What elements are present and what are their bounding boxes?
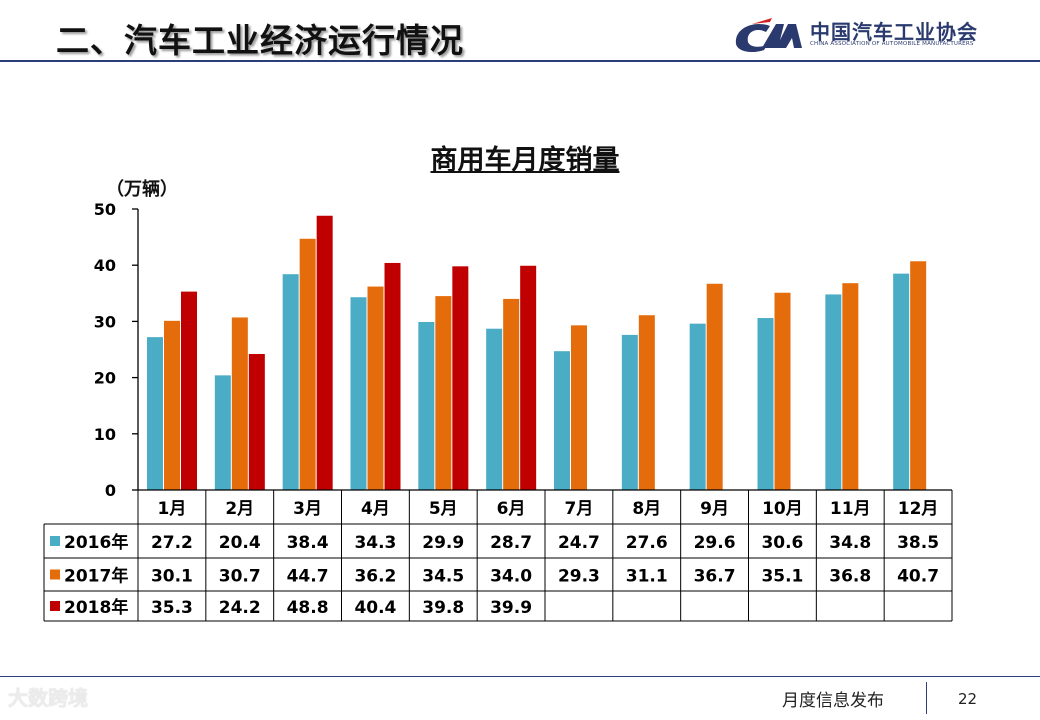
category-label: 6月 [497,499,526,519]
y-axis-unit-label: （万辆） [106,179,178,200]
bar-2016年-6月 [486,328,503,490]
bar-2017年-3月 [299,238,316,490]
cam-logo-icon [735,18,802,52]
footer-label: 月度信息发布 [782,691,884,711]
footer-rule [0,676,1040,677]
bar-2017年-2月 [231,317,248,490]
data-label: 30.6 [761,533,803,553]
legend-key-2016年 [50,536,60,546]
bar-2018年-1月 [181,291,197,490]
category-label: 2月 [225,499,254,519]
y-tick-label: 50 [94,200,116,219]
legend-entry-2018年: 2018年 [64,597,128,618]
page-title: 二、汽车工业经济运行情况 [56,21,464,60]
data-label: 34.0 [490,567,532,587]
bar-2017年-7月 [571,325,587,490]
bar-2017年-10月 [774,292,791,490]
bar-2016年-2月 [214,375,231,490]
category-label: 10月 [762,499,803,519]
data-label: 36.2 [354,567,396,587]
data-label: 40.7 [897,567,939,587]
watermark: 大数跨境 [8,686,88,710]
bar-2017年-6月 [503,298,520,490]
bar-2016年-9月 [689,323,706,490]
category-label: 3月 [293,499,322,519]
category-label: 12月 [898,499,939,519]
bar-2017年-5月 [435,296,452,490]
logo-english-name: CHINA ASSOCIATION OF AUTOMOBILE MANUFACT… [810,41,974,47]
category-label: 8月 [632,499,661,519]
bar-2018年-3月 [316,215,333,490]
bar-2016年-3月 [282,274,299,490]
chart-title: 商用车月度销量 [430,145,620,176]
legend-key-2018年 [50,601,60,611]
data-label: 48.8 [287,598,329,618]
association-logo: 中国汽车工业协会 CHINA ASSOCIATION OF AUTOMOBILE… [732,14,1002,54]
y-tick-label: 40 [94,256,116,275]
data-label: 39.8 [422,598,464,618]
data-label: 27.6 [626,533,668,553]
data-label: 30.7 [219,567,261,587]
category-label: 4月 [361,499,390,519]
y-tick-label: 20 [94,369,116,388]
bar-2016年-4月 [350,297,367,490]
data-label: 24.7 [558,533,600,553]
bar-2016年-7月 [554,351,570,490]
legend-entry-2016年: 2016年 [64,532,128,553]
bar-2018年-4月 [384,262,401,490]
bar-2017年-11月 [842,283,859,490]
category-label: 1月 [157,499,186,519]
data-label: 35.3 [151,598,193,618]
bar-2016年-5月 [418,321,435,490]
data-label: 29.3 [558,567,600,587]
data-label: 29.9 [422,533,464,553]
bar-2017年-1月 [164,320,180,490]
category-label: 5月 [429,499,458,519]
data-label: 44.7 [287,567,329,587]
data-label: 35.1 [761,567,803,587]
data-label: 27.2 [151,533,193,553]
bar-2016年-10月 [757,318,774,490]
bar-2016年-12月 [893,273,910,490]
y-tick-label: 10 [94,425,116,444]
bar-2017年-4月 [367,286,384,490]
data-label: 38.4 [287,533,329,553]
category-label: 11月 [830,499,871,519]
data-label: 40.4 [354,598,396,618]
bar-2016年-11月 [825,294,842,490]
data-label: 36.8 [829,567,871,587]
data-label: 29.6 [694,533,736,553]
footer-divider [926,682,927,714]
data-label: 30.1 [151,567,193,587]
y-tick-label: 30 [94,312,116,331]
data-label: 34.3 [354,533,396,553]
data-label: 20.4 [219,533,261,553]
data-label: 28.7 [490,533,532,553]
legend-entry-2017年: 2017年 [64,566,128,587]
data-label: 39.9 [490,598,532,618]
category-label: 7月 [564,499,593,519]
bar-2017年-8月 [638,315,655,490]
y-tick-label: 0 [105,481,116,500]
header-rule [0,60,1040,62]
data-label: 34.5 [422,567,464,587]
data-label: 31.1 [626,567,668,587]
logo-chinese-name: 中国汽车工业协会 [810,20,978,44]
page-number: 22 [958,690,978,708]
data-label: 38.5 [897,533,939,553]
bar-2017年-12月 [910,261,927,490]
bar-2017年-9月 [706,283,723,490]
bar-2018年-5月 [452,266,469,490]
bar-2016年-8月 [621,334,638,490]
bar-2016年-1月 [147,337,163,490]
data-label: 36.7 [694,567,736,587]
data-label: 34.8 [829,533,871,553]
legend-key-2017年 [50,569,60,580]
category-label: 9月 [700,499,729,519]
bar-2018年-6月 [520,265,537,490]
bar-2018年-2月 [248,353,265,490]
data-label: 24.2 [219,598,261,618]
